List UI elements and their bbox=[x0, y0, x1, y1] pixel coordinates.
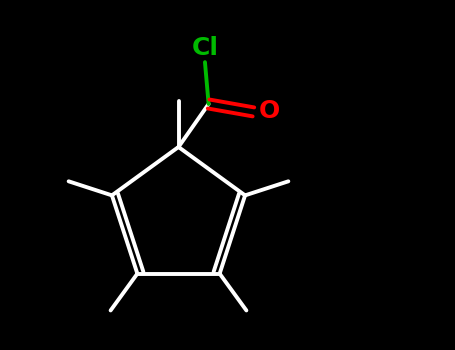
Text: O: O bbox=[259, 99, 280, 123]
Text: Cl: Cl bbox=[192, 36, 218, 61]
